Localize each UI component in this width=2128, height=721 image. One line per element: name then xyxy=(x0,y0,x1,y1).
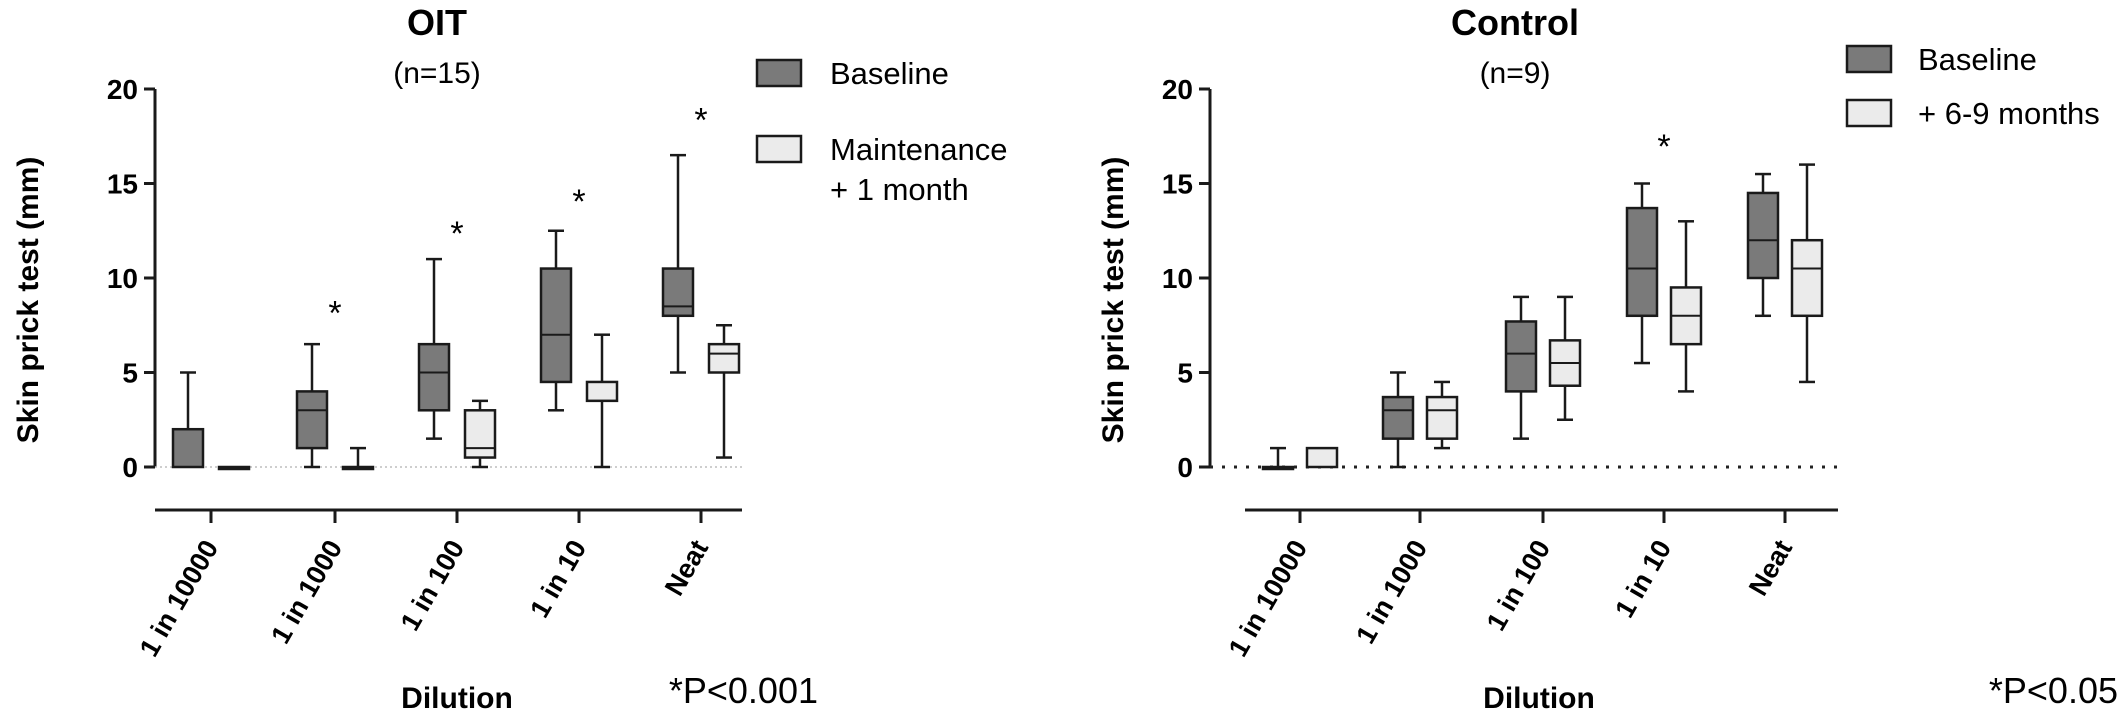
box-iqr xyxy=(1790,238,1824,318)
significance-star-1-in-1000: * xyxy=(328,294,341,332)
y-tick-label: 10 xyxy=(1162,263,1193,294)
y-tick-label: 15 xyxy=(1162,169,1193,200)
y-tick-label: 15 xyxy=(107,169,138,200)
box-maintenance-1-month-1-in-100 xyxy=(463,399,497,469)
x-tick-label-1-in-10000: 1 in 10000 xyxy=(134,535,225,662)
x-axis-label: Dilution xyxy=(401,682,513,715)
box-iqr xyxy=(295,390,329,450)
box-iqr xyxy=(585,380,619,403)
box-baseline-1-in-10000 xyxy=(1261,446,1295,471)
box-iqr xyxy=(171,427,205,469)
x-tick-label-neat: Neat xyxy=(659,535,714,601)
significance-star-1-in-100: * xyxy=(450,215,463,253)
panel-oit: OIT (n=15) 0 5 10 15 20 Skin prick test (mm) 1 i… xyxy=(12,2,1008,715)
legend-swatch xyxy=(755,134,803,164)
legend-swatch xyxy=(1845,98,1893,128)
box-baseline-neat xyxy=(1746,172,1780,318)
significance-star-neat: * xyxy=(694,102,707,140)
box-baseline-neat xyxy=(661,153,695,374)
box-iqr xyxy=(1305,446,1339,469)
x-tick-label-1-in-10000: 1 in 10000 xyxy=(1223,535,1314,662)
chart-subtitle: (n=9) xyxy=(1480,57,1551,90)
box-baseline-1-in-1000 xyxy=(295,342,329,469)
y-tick-label: 5 xyxy=(1177,358,1193,389)
box-maintenance-1-month-1-in-10 xyxy=(585,333,619,469)
box-iqr xyxy=(463,409,497,459)
box-iqr xyxy=(1381,395,1415,440)
box-6-9-months-1-in-1000 xyxy=(1425,380,1459,450)
box-6-9-months-1-in-100 xyxy=(1548,295,1582,421)
box-baseline-1-in-10 xyxy=(539,229,573,412)
box-baseline-1-in-10 xyxy=(1625,182,1659,365)
y-axis-label: Skin prick test (mm) xyxy=(12,157,45,444)
box-iqr xyxy=(1425,395,1459,440)
panel-control: Control (n=9) 0 5 10 15 20 Skin prick test (mm)… xyxy=(1097,2,2118,715)
x-tick-label-1-in-1000: 1 in 1000 xyxy=(1350,535,1433,649)
chart-title: OIT xyxy=(407,2,467,43)
chart-title: Control xyxy=(1451,2,1579,43)
legend-item-baseline: Baseline xyxy=(1845,42,2037,77)
box-6-9-months-1-in-10000 xyxy=(1305,446,1339,469)
legend-label: Maintenance xyxy=(830,132,1008,167)
x-tick-label-1-in-100: 1 in 100 xyxy=(395,535,471,636)
y-tick-label: 20 xyxy=(1162,74,1193,105)
box-maintenance-1-month-1-in-1000 xyxy=(341,446,375,471)
legend-swatch xyxy=(755,58,803,88)
x-tick-label-1-in-100: 1 in 100 xyxy=(1481,535,1557,636)
y-tick-label: 10 xyxy=(107,263,138,294)
legend-item-maintenance-1-month: Maintenance + 1 month xyxy=(755,132,1008,207)
legend-swatch xyxy=(1845,44,1893,74)
x-tick-label-neat: Neat xyxy=(1743,535,1798,601)
chart-subtitle: (n=15) xyxy=(393,57,481,90)
y-tick-label: 20 xyxy=(107,74,138,105)
significance-footnote: *P<0.001 xyxy=(669,670,818,711)
legend-label: + 6-9 months xyxy=(1918,96,2100,131)
box-6-9-months-1-in-10 xyxy=(1669,220,1703,393)
x-tick-label-1-in-1000: 1 in 1000 xyxy=(265,535,348,649)
y-axis-label: Skin prick test (mm) xyxy=(1097,157,1130,444)
box-iqr xyxy=(661,267,695,318)
x-tick-label-1-in-10: 1 in 10 xyxy=(1609,535,1677,623)
significance-footnote: *P<0.05 xyxy=(1989,670,2118,711)
box-maintenance-1-month-1-in-10000 xyxy=(217,465,251,471)
y-tick-label: 0 xyxy=(1177,452,1193,483)
box-baseline-1-in-100 xyxy=(417,257,451,440)
box-baseline-1-in-1000 xyxy=(1381,371,1415,469)
box-maintenance-1-month-neat xyxy=(707,324,741,459)
box-iqr xyxy=(1625,206,1659,318)
box-iqr xyxy=(1504,320,1538,393)
box-iqr xyxy=(1746,191,1780,280)
legend-item-baseline: Baseline xyxy=(755,56,949,91)
x-tick-label-1-in-10: 1 in 10 xyxy=(524,535,592,623)
legend-label: Baseline xyxy=(830,56,949,91)
legend-label: + 1 month xyxy=(830,172,969,207)
box-iqr xyxy=(417,342,451,412)
box-baseline-1-in-10000 xyxy=(171,371,205,469)
significance-star-1-in-10: * xyxy=(1657,128,1670,166)
box-baseline-1-in-100 xyxy=(1504,295,1538,440)
y-tick-label: 5 xyxy=(122,358,138,389)
legend-item-6-9-months: + 6-9 months xyxy=(1845,96,2100,131)
box-iqr xyxy=(707,342,741,374)
legend-label: Baseline xyxy=(1918,42,2037,77)
box-6-9-months-neat xyxy=(1790,163,1824,384)
x-axis-label: Dilution xyxy=(1483,682,1595,715)
significance-star-1-in-10: * xyxy=(572,183,585,221)
y-tick-label: 0 xyxy=(122,452,138,483)
box-iqr xyxy=(539,267,573,384)
